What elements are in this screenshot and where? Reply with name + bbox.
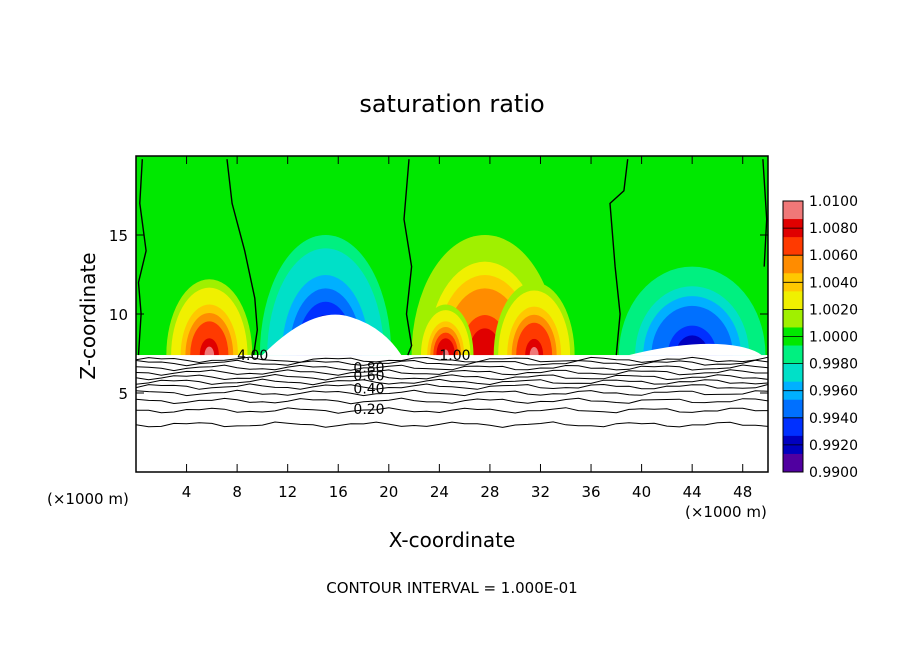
contour-label-5: 0.20: [353, 402, 384, 418]
x-tick-label-9: 40: [632, 483, 651, 501]
colorbar-label-10: 0.9900: [809, 465, 858, 481]
contour-line-5: [136, 378, 768, 386]
unity-contour-2: [403, 159, 413, 356]
saturation-field: [136, 156, 768, 472]
contour-line-0: [136, 356, 768, 364]
x-tick-label-0: 4: [182, 483, 192, 501]
x-unit-right: (×1000 m): [685, 503, 767, 521]
y-axis: 5 10 15: [109, 227, 768, 403]
x-axis-label: X-coordinate: [389, 528, 516, 552]
colorbar-label-4: 1.0020: [809, 302, 858, 318]
below-cloud-base: [136, 355, 768, 472]
x-tick-label-11: 48: [733, 483, 752, 501]
contour-label-1: 1.00: [439, 348, 470, 364]
colorbar-label-2: 1.0060: [809, 248, 858, 264]
colorbar-label-6: 0.9980: [809, 357, 858, 373]
colorbar-swatch-2: [783, 237, 803, 256]
x-tick-label-10: 44: [683, 483, 702, 501]
contour-line-8: [136, 397, 768, 405]
colorbar-swatch-6: [783, 309, 803, 328]
x-unit-left: (×1000 m): [47, 490, 129, 508]
x-tick-label-6: 28: [480, 483, 499, 501]
contour-line-4: [136, 373, 768, 381]
unity-contour-4: [762, 159, 768, 267]
contour-label-4: 0.40: [353, 381, 384, 397]
x-tick-label-8: 36: [581, 483, 600, 501]
x-tick-label-5: 24: [430, 483, 449, 501]
contour-line-10: [136, 421, 768, 428]
contour-label-0: 4.00: [237, 348, 268, 364]
x-tick-label-1: 8: [232, 483, 242, 501]
colorbar-swatch-3: [783, 255, 803, 274]
contour-labels: 4.00 1.00 0.800.600.40 0.20: [237, 348, 470, 418]
colorbar-swatch-9: [783, 363, 803, 383]
unity-contour-0: [137, 159, 147, 356]
colorbar-label-5: 1.0000: [809, 330, 858, 346]
y-tick-label-0: 5: [118, 385, 128, 403]
x-tick-label-4: 20: [379, 483, 398, 501]
contour-label-3: 0.60: [353, 369, 384, 385]
contour-line-3: [136, 369, 768, 376]
contour-line-7: [136, 389, 768, 397]
contour-lines: [136, 159, 768, 428]
dry-core-void: [262, 314, 402, 356]
colorbar-label-1: 1.0080: [809, 221, 858, 237]
contour-line-6: [136, 383, 768, 390]
colorbar-swatch-12: [783, 417, 803, 437]
colorbar: 1.0100 1.0080 1.0060 1.0040 1.0020 1.0000 0.99…: [782, 194, 858, 481]
colorbar-swatch-0: [783, 201, 803, 220]
dry-core-void-2: [628, 343, 762, 356]
unity-contour-3: [609, 159, 629, 356]
colorbar-label-9: 0.9920: [809, 438, 858, 454]
y-tick-label-2: 15: [109, 227, 128, 245]
y-tick-label-1: 10: [109, 306, 128, 324]
unity-contour-1: [226, 159, 259, 356]
colorbar-label-8: 0.9940: [809, 411, 858, 427]
colorbar-swatch-5: [783, 291, 803, 310]
colorbar-label-3: 1.0040: [809, 275, 858, 291]
contour-line-9: [136, 407, 768, 414]
chart-title: saturation ratio: [359, 90, 544, 118]
colorbar-label-0: 1.0100: [809, 194, 858, 210]
x-axis: 4 8 12 16 20 24 28 32 36 40 44 48: [182, 156, 752, 501]
contour-line-1: [136, 359, 768, 367]
contour-label-2: 0.80: [353, 361, 384, 377]
x-tick-label-2: 12: [278, 483, 297, 501]
x-tick-label-3: 16: [329, 483, 348, 501]
colorbar-label-7: 0.9960: [809, 384, 858, 400]
colorbar-swatch-14: [783, 453, 803, 473]
y-axis-label: Z-coordinate: [76, 252, 100, 379]
contour-line-2: [136, 364, 768, 372]
contour-interval-note: CONTOUR INTERVAL = 1.000E-01: [326, 579, 577, 597]
colorbar-swatch-8: [783, 345, 803, 365]
colorbar-swatch-11: [783, 399, 803, 419]
x-tick-label-7: 32: [531, 483, 550, 501]
